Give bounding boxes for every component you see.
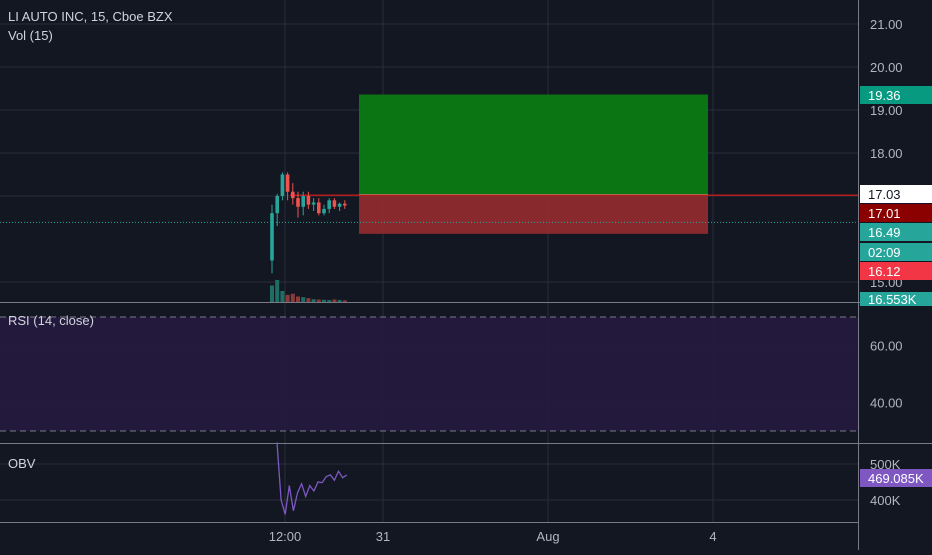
obv-legend[interactable]: OBV — [8, 456, 36, 471]
obv-value-badge[interactable] — [860, 469, 932, 487]
price-tick-label: 19.00 — [870, 103, 903, 118]
price-tick-label: 20.00 — [870, 60, 903, 75]
volume-bar — [275, 280, 280, 302]
target-price-badge[interactable] — [860, 86, 932, 104]
volume-bar — [306, 298, 311, 302]
volume-bar — [296, 296, 300, 302]
volume-bar — [311, 299, 316, 302]
stop-price-badge[interactable] — [860, 262, 932, 280]
volume-badge-text: 16.553K — [868, 292, 917, 307]
candle-body[interactable] — [311, 202, 316, 205]
countdown-badge[interactable] — [860, 243, 932, 261]
candle-body[interactable] — [291, 191, 295, 199]
time-tick-label: 12:00 — [269, 529, 302, 544]
candle-body[interactable] — [275, 196, 279, 214]
volume-bar — [285, 294, 290, 302]
volume-bar — [316, 299, 321, 302]
rsi-tick-label: 60.00 — [870, 339, 903, 354]
candle-body[interactable] — [285, 174, 290, 192]
last-price-badge-text: 16.49 — [868, 225, 901, 240]
volume-bar — [290, 293, 295, 302]
obv-tick-label: 400K — [870, 493, 901, 508]
entry-price-badge-text: 17.03 — [868, 187, 901, 202]
last-price-badge[interactable] — [860, 223, 932, 241]
rsi-tick-label: 40.00 — [870, 396, 903, 411]
candle-body[interactable] — [337, 203, 342, 207]
symbol-title[interactable]: LI AUTO INC, 15, Cboe BZX — [8, 9, 173, 24]
loss-zone[interactable] — [359, 194, 708, 234]
countdown-badge-text: 02:09 — [868, 245, 901, 260]
volume-legend[interactable]: Vol (15) — [8, 28, 53, 43]
candle-body[interactable] — [280, 174, 285, 197]
volume-badge[interactable] — [860, 292, 932, 306]
entry-price-badge[interactable] — [860, 185, 932, 203]
obv-value-badge-text: 469.085K — [868, 471, 924, 486]
price-tick-label: 18.00 — [870, 146, 903, 161]
line-price-badge-text: 17.01 — [868, 206, 901, 221]
obv-pane[interactable] — [0, 444, 858, 522]
candle-body[interactable] — [343, 203, 347, 206]
time-tick-label: 31 — [376, 529, 390, 544]
candle-body[interactable] — [317, 202, 321, 214]
volume-bar — [332, 299, 337, 302]
volume-bar — [342, 300, 347, 302]
candle-body[interactable] — [327, 200, 331, 209]
volume-bar — [322, 299, 326, 302]
candle-body[interactable] — [296, 198, 300, 207]
time-tick-label: Aug — [536, 529, 559, 544]
candle-body[interactable] — [301, 196, 305, 207]
candle-body[interactable] — [332, 200, 337, 207]
price-tick-label: 21.00 — [870, 17, 903, 32]
target-price-badge-text: 19.36 — [868, 88, 901, 103]
rsi-band — [0, 317, 858, 431]
line-price-badge[interactable] — [860, 204, 932, 222]
candle-body[interactable] — [322, 208, 326, 214]
volume-bar — [280, 291, 285, 302]
volume-bar — [337, 299, 342, 302]
obv-tick-label: 500K — [870, 457, 901, 472]
volume-bar — [270, 285, 274, 302]
volume-bar — [301, 297, 306, 302]
candle-body[interactable] — [270, 213, 274, 261]
stop-price-badge-text: 16.12 — [868, 264, 901, 279]
obv-line[interactable] — [276, 442, 348, 515]
volume-bar — [327, 300, 332, 302]
candle-body[interactable] — [306, 196, 311, 205]
rsi-legend[interactable]: RSI (14, close) — [8, 313, 94, 328]
profit-zone[interactable] — [359, 94, 708, 195]
time-tick-label: 4 — [709, 529, 716, 544]
